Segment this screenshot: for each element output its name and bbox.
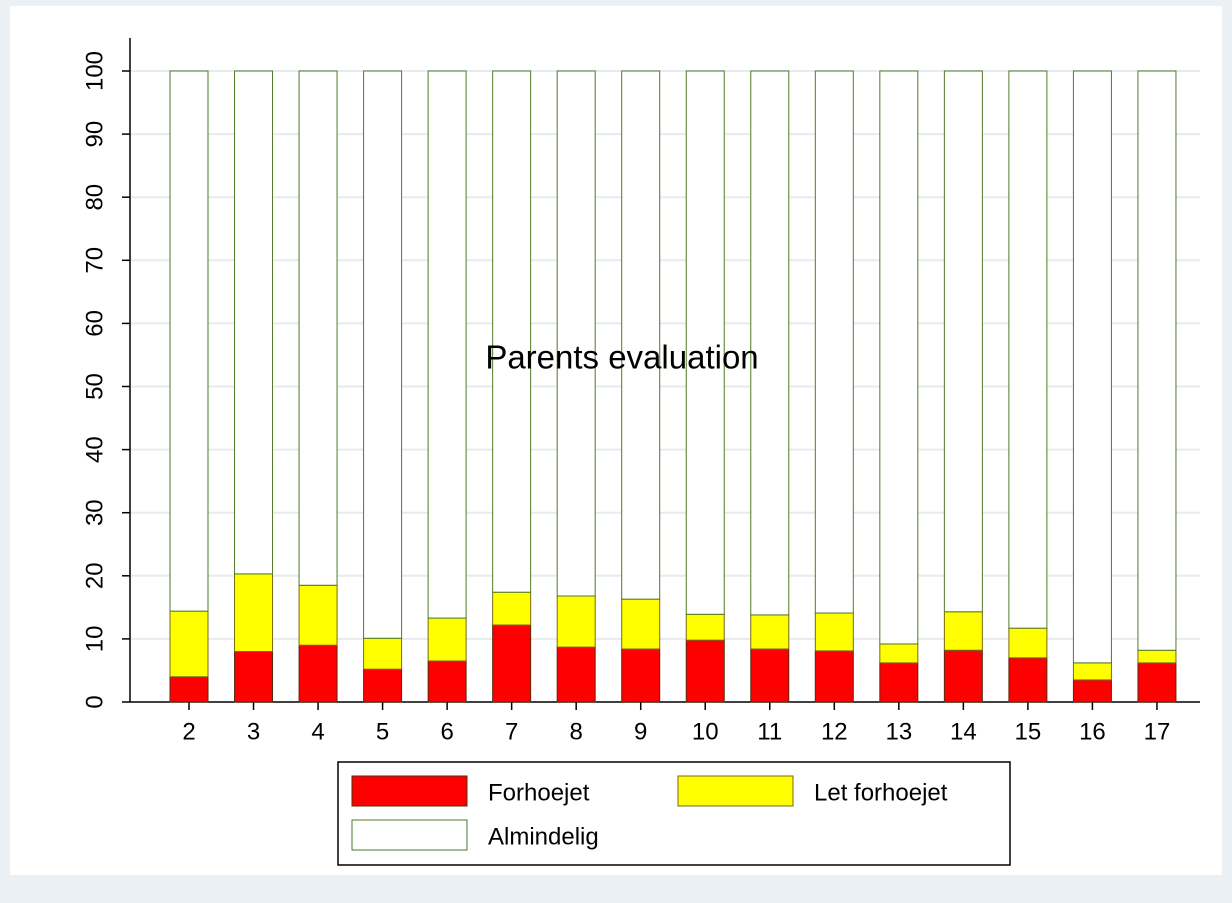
bar-segment bbox=[621, 598, 661, 650]
bar-segment bbox=[814, 70, 854, 614]
chart-title: Parents evaluation bbox=[485, 339, 758, 376]
bar-segment bbox=[363, 637, 403, 670]
bar-segment bbox=[556, 595, 596, 648]
x-tick-label: 9 bbox=[634, 718, 647, 745]
legend-swatch bbox=[351, 775, 468, 807]
bar-segment bbox=[1008, 627, 1048, 659]
legend-label: Almindelig bbox=[488, 823, 599, 850]
x-tick-label: 13 bbox=[885, 718, 912, 745]
bar-segment bbox=[685, 639, 725, 703]
y-tick-label: 30 bbox=[81, 499, 108, 526]
x-tick-label: 11 bbox=[757, 718, 782, 745]
x-tick-label: 17 bbox=[1144, 718, 1171, 745]
bar-segment bbox=[879, 662, 919, 703]
y-tick-label: 100 bbox=[81, 51, 108, 91]
y-tick-label: 70 bbox=[81, 247, 108, 274]
x-tick-label: 10 bbox=[692, 718, 719, 745]
bar-segment bbox=[621, 70, 661, 600]
x-tick-label: 15 bbox=[1015, 718, 1042, 745]
x-tick-label: 16 bbox=[1079, 718, 1106, 745]
x-tick-label: 5 bbox=[376, 718, 389, 745]
y-tick-label: 40 bbox=[81, 436, 108, 463]
legend-label: Let forhoejet bbox=[814, 779, 948, 806]
y-tick-label: 60 bbox=[81, 310, 108, 337]
y-tick-label: 50 bbox=[81, 373, 108, 400]
bar-segment bbox=[492, 624, 532, 703]
x-tick-label: 3 bbox=[247, 718, 260, 745]
bar-segment bbox=[1137, 70, 1177, 651]
bar-segment bbox=[298, 644, 338, 703]
x-tick-label: 2 bbox=[182, 718, 195, 745]
bar-segment bbox=[556, 70, 596, 597]
bar-segment bbox=[943, 611, 983, 651]
bar-segment bbox=[814, 650, 854, 703]
bar-segment bbox=[1008, 70, 1048, 629]
bar-segment bbox=[750, 614, 790, 650]
y-tick-label: 20 bbox=[81, 562, 108, 589]
bar-segment bbox=[492, 591, 532, 626]
x-tick-label: 4 bbox=[311, 718, 324, 745]
bar-segment bbox=[1137, 662, 1177, 703]
bar-segment bbox=[556, 646, 596, 703]
x-tick-label: 7 bbox=[505, 718, 518, 745]
bar-segment bbox=[750, 70, 790, 616]
legend-swatch bbox=[351, 819, 468, 851]
x-tick-label: 6 bbox=[440, 718, 453, 745]
bar-segment bbox=[685, 70, 725, 615]
bar-segment bbox=[234, 651, 274, 703]
y-tick-label: 0 bbox=[81, 695, 108, 708]
bar-segment bbox=[750, 648, 790, 703]
bar-segment bbox=[879, 70, 919, 645]
bar-segment bbox=[169, 610, 209, 678]
y-tick-label: 10 bbox=[81, 626, 108, 653]
y-tick-label: 80 bbox=[81, 184, 108, 211]
bar-segment bbox=[298, 70, 338, 586]
x-tick-label: 14 bbox=[950, 718, 977, 745]
bar-segment bbox=[1072, 70, 1112, 664]
bar-segment bbox=[169, 70, 209, 612]
bar-segment bbox=[1137, 649, 1177, 664]
bar-segment bbox=[234, 573, 274, 653]
bar-segment bbox=[685, 613, 725, 641]
bar-segment bbox=[234, 70, 274, 575]
bar-segment bbox=[298, 584, 338, 646]
bar-segment bbox=[943, 70, 983, 613]
y-tick-label: 90 bbox=[81, 121, 108, 148]
bar-segment bbox=[879, 643, 919, 664]
bar-segment bbox=[621, 648, 661, 703]
bar-segment bbox=[363, 70, 403, 639]
x-tick-label: 12 bbox=[821, 718, 848, 745]
bar-segment bbox=[814, 612, 854, 652]
x-tick-label: 8 bbox=[570, 718, 583, 745]
bar-segment bbox=[492, 70, 532, 593]
bar-segment bbox=[943, 649, 983, 703]
bar-segment bbox=[427, 70, 467, 619]
bar-segment bbox=[1008, 657, 1048, 703]
bar-segment bbox=[427, 617, 467, 662]
bar-segment bbox=[427, 660, 467, 703]
bar-segment bbox=[1072, 679, 1112, 703]
legend-swatch bbox=[677, 775, 794, 807]
bar-segment bbox=[1072, 662, 1112, 681]
bar-segment bbox=[363, 668, 403, 703]
legend-label: Forhoejet bbox=[488, 779, 590, 806]
bar-segment bbox=[169, 676, 209, 703]
